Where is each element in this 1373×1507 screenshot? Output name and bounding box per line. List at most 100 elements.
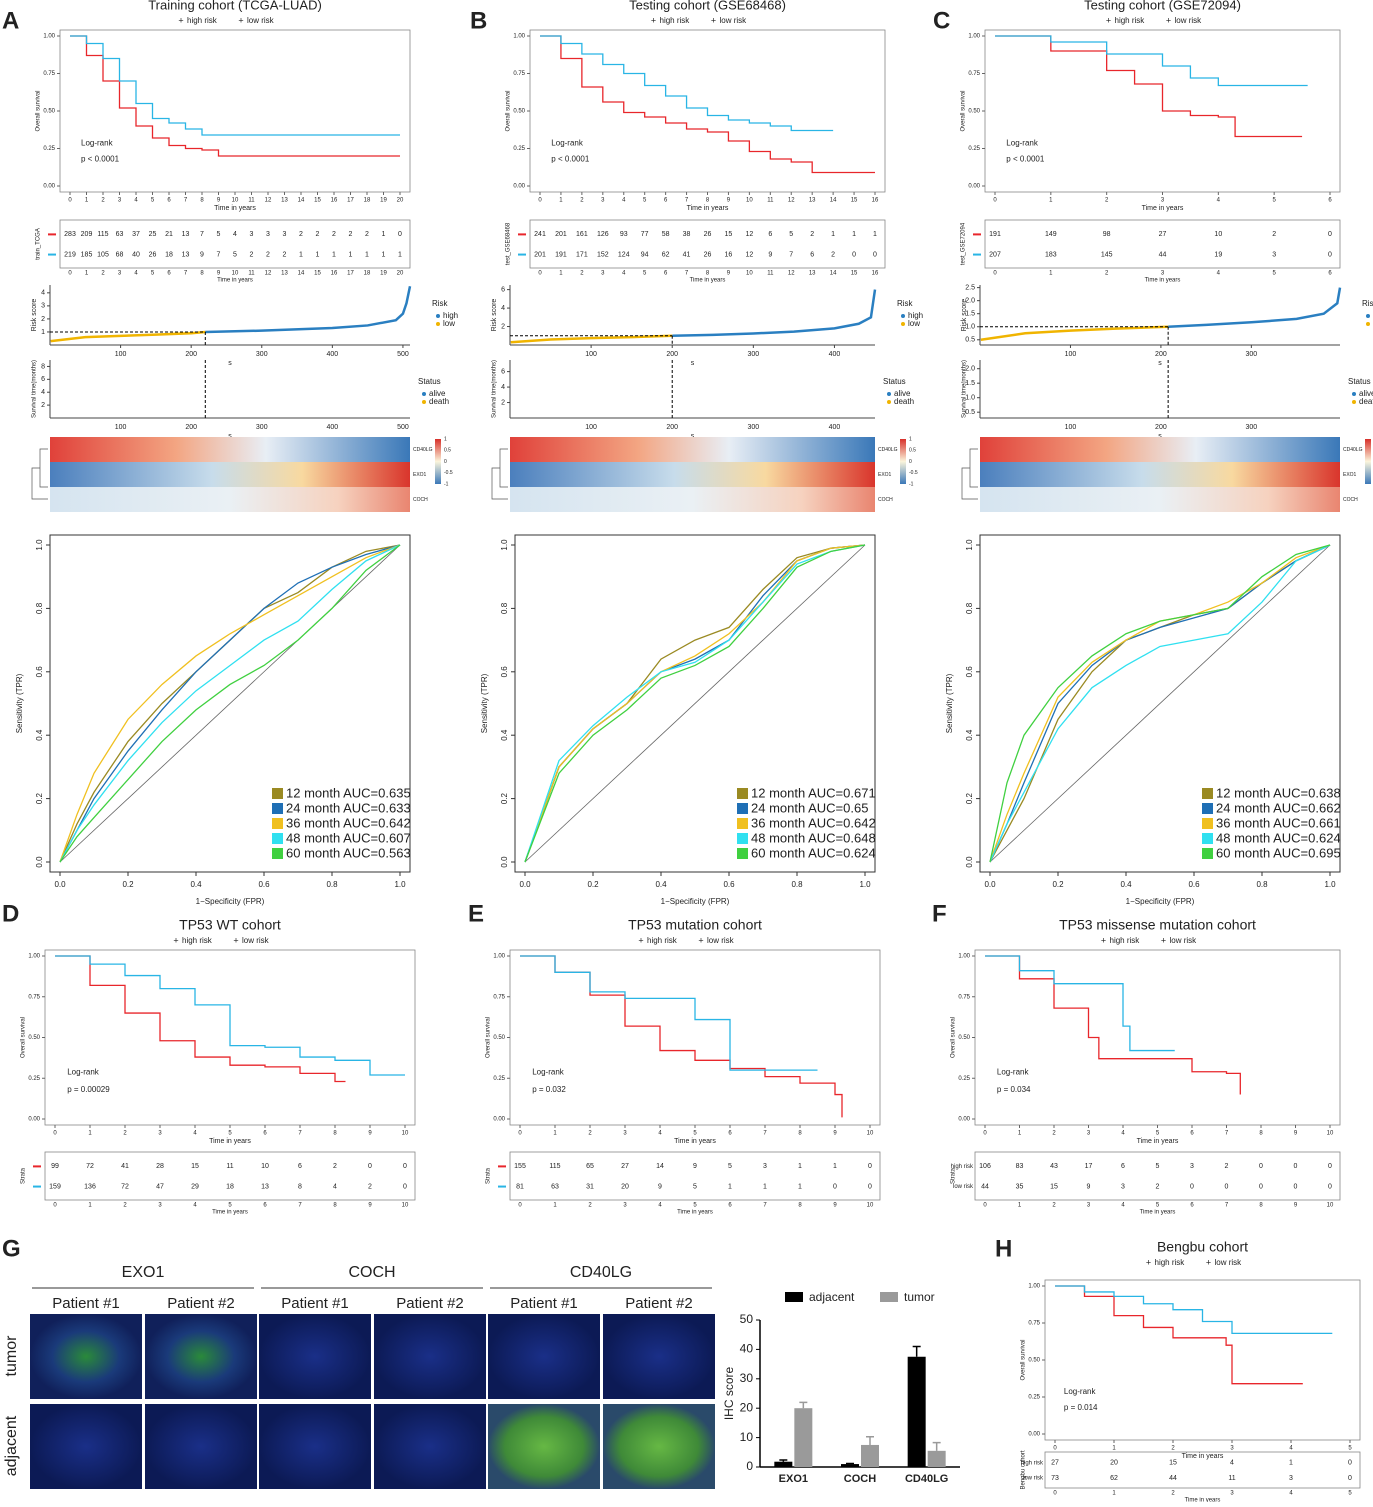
plot-frame [59, 29, 411, 193]
y-tick-label: 0.50 [493, 1035, 505, 1041]
y-tick-label: 1.00 [958, 954, 970, 960]
heatmap-row [50, 462, 410, 487]
table-x-tick-label: 0 [518, 1203, 522, 1209]
table-count: 81 [516, 1183, 524, 1190]
table-x-tick-label: 1 [1112, 1491, 1116, 1497]
y-tick-label: 0.75 [493, 994, 505, 1000]
legend-label: adjacent [809, 1290, 855, 1304]
gene-label: CD40LG [1343, 447, 1363, 453]
y-tick-label: 2.0 [965, 366, 975, 373]
table-x-tick-label: 2 [580, 271, 584, 277]
table-count: 1 [299, 251, 303, 258]
roc-curve [524, 544, 866, 863]
table-x-tick-label: 7 [1225, 1203, 1229, 1209]
table-x-tick-label: 1 [559, 271, 563, 277]
table-x-tick-label: 0 [53, 1203, 57, 1209]
x-axis-label: 1−Specificity (FPR) [1126, 897, 1195, 906]
table-x-tick-label: 0 [68, 271, 72, 277]
table-count: 2 [283, 251, 287, 258]
table-count: 11 [226, 1163, 233, 1170]
table-count: 0 [1225, 1183, 1229, 1190]
table-count: 0 [1348, 1475, 1352, 1482]
x-tick-label: 0.0 [984, 880, 996, 889]
legend-label: alive [429, 389, 446, 398]
table-count: 2 [349, 231, 353, 238]
y-tick-label: 1.00 [968, 34, 980, 40]
table-x-tick-label: 3 [158, 1203, 162, 1209]
legend-label: high risk [1115, 16, 1146, 25]
legend-label: tumor [904, 1290, 935, 1304]
table-x-tick-label: 5 [643, 271, 647, 277]
table-count: 26 [704, 251, 712, 258]
table-count: 0 [1328, 251, 1332, 258]
table-count: 13 [261, 1183, 269, 1190]
x-tick-label: 3 [118, 198, 122, 204]
x-tick-label: 1.0 [394, 880, 406, 889]
ihc-image [30, 1404, 142, 1489]
y-tick-label: 0.0 [965, 856, 974, 868]
x-tick-label: 8 [706, 198, 710, 204]
table-count: 38 [683, 231, 691, 238]
table-count: 283 [64, 231, 76, 238]
table-frame [529, 219, 886, 269]
table-count: 15 [1050, 1183, 1058, 1190]
table-count: 98 [1103, 231, 1111, 238]
survival-curve [55, 955, 346, 1083]
y-tick-label: 0.0 [500, 856, 509, 868]
y-tick-label: 30 [740, 1371, 754, 1385]
legend-label: low risk [1175, 16, 1203, 25]
bar [794, 1408, 813, 1467]
table-count: 0 [398, 231, 402, 238]
table-x-tick-label: 6 [1328, 271, 1332, 277]
legend-label: high [443, 311, 458, 320]
x-axis-label: s [228, 433, 232, 440]
dendrogram [961, 448, 978, 500]
x-axis-label: s [1158, 360, 1162, 367]
table-count: 20 [1110, 1460, 1118, 1467]
y-tick-label: 0.50 [958, 1035, 970, 1041]
table-count: 1 [728, 1183, 732, 1190]
gene-label: EXO1 [1343, 472, 1357, 478]
table-count: 115 [549, 1163, 560, 1170]
y-tick-label: 0.50 [43, 109, 55, 115]
legend-swatch [272, 848, 283, 859]
x-tick-label: 500 [397, 351, 409, 358]
table-count: 2 [1272, 231, 1276, 238]
table-frame [974, 1151, 1341, 1201]
table-count: 37 [132, 231, 140, 238]
legend-label: high [908, 311, 923, 320]
y-tick-label: 0 [746, 1459, 753, 1473]
y-tick-label: 0.8 [965, 602, 974, 614]
color-bar [1365, 439, 1371, 484]
table-count: 28 [156, 1163, 164, 1170]
legend-dot [1366, 322, 1370, 326]
logrank-label: Log-rank [67, 1068, 100, 1077]
legend-dot [901, 322, 905, 326]
y-axis-label: Risk score [491, 299, 498, 332]
x-tick-label: 19 [380, 198, 387, 204]
table-count: 41 [121, 1163, 129, 1170]
table-count: 3 [1121, 1183, 1125, 1190]
bar [927, 1450, 946, 1467]
x-tick-label: 0.6 [258, 880, 270, 889]
x-tick-label: 4 [1289, 1446, 1293, 1452]
bar [774, 1461, 793, 1467]
table-count: 1 [798, 1163, 802, 1170]
x-tick-label: 1.0 [1324, 880, 1336, 889]
x-tick-label: 9 [833, 1131, 837, 1137]
y-tick-label: 0.75 [958, 994, 970, 1000]
table-count: 99 [51, 1163, 59, 1170]
x-tick-label: 4 [1121, 1131, 1125, 1137]
table-count: 65 [586, 1163, 594, 1170]
table-x-tick-label: 9 [217, 271, 221, 277]
color-bar-label: 0.5 [444, 448, 451, 454]
legend-title: Risk [1362, 299, 1373, 308]
x-tick-label: 9 [368, 1131, 372, 1137]
y-axis-label: Risk score [31, 299, 38, 332]
y-tick-label: 0.25 [513, 146, 525, 152]
y-tick-label: 0.25 [1028, 1395, 1040, 1401]
ihc-image [145, 1314, 257, 1399]
table-count: 191 [555, 251, 567, 258]
table-strata: train_TCGA [36, 228, 42, 260]
legend-marker: + [1166, 15, 1171, 25]
